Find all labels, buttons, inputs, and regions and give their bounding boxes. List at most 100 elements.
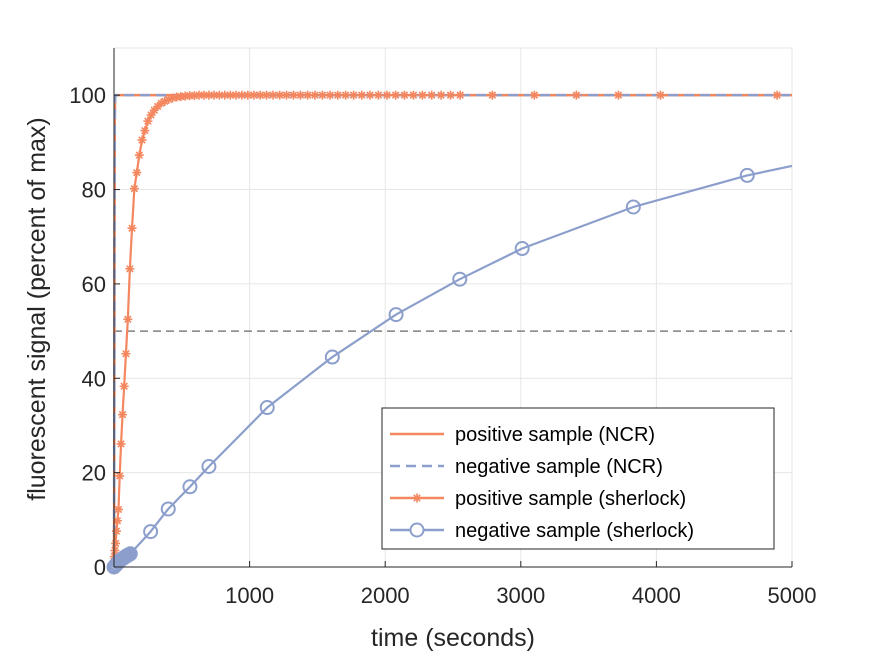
asterisk-marker xyxy=(373,90,383,100)
asterisk-marker xyxy=(113,504,123,514)
asterisk-marker xyxy=(129,184,139,194)
circle-marker xyxy=(160,501,176,517)
asterisk-stroke xyxy=(128,224,136,232)
asterisk-stroke xyxy=(221,91,229,99)
asterisk-stroke xyxy=(773,91,781,99)
asterisk-marker xyxy=(365,90,375,100)
asterisk-marker xyxy=(255,90,265,100)
asterisk-stroke xyxy=(133,168,141,177)
asterisk-stroke xyxy=(391,91,400,99)
asterisk-marker xyxy=(118,410,128,420)
asterisk-stroke xyxy=(215,91,224,99)
asterisk-marker xyxy=(613,90,623,100)
asterisk-stroke xyxy=(366,91,374,99)
asterisk-marker xyxy=(110,545,120,555)
asterisk-marker xyxy=(436,90,446,100)
asterisk-stroke xyxy=(282,91,291,99)
asterisk-stroke xyxy=(318,91,327,99)
y-axis-title: fluorescent signal (percent of max) xyxy=(23,117,51,501)
asterisk-stroke xyxy=(256,91,264,99)
y-tick-label: 40 xyxy=(82,366,106,391)
asterisk-stroke xyxy=(124,315,132,324)
legend-entry-label: positive sample (sherlock) xyxy=(455,488,686,510)
asterisk-stroke xyxy=(111,546,119,555)
circle-marker xyxy=(514,241,530,257)
asterisk-stroke xyxy=(418,91,427,99)
y-tick-label: 80 xyxy=(82,178,106,203)
asterisk-stroke xyxy=(349,91,358,99)
asterisk-stroke xyxy=(117,440,125,448)
asterisk-stroke xyxy=(326,91,334,99)
asterisk-stroke xyxy=(333,91,342,99)
asterisk-marker xyxy=(116,439,126,449)
asterisk-stroke xyxy=(374,91,383,99)
asterisk-stroke xyxy=(250,91,258,99)
x-tick-label: 3000 xyxy=(496,583,545,608)
circle-marker xyxy=(182,479,198,495)
axes xyxy=(113,48,793,568)
asterisk-stroke xyxy=(341,91,350,99)
circle-marker xyxy=(452,271,468,287)
asterisk-marker xyxy=(412,493,422,503)
asterisk-stroke xyxy=(456,91,464,99)
asterisk-marker xyxy=(455,90,465,100)
x-axis-title: time (seconds) xyxy=(371,624,535,652)
asterisk-stroke xyxy=(427,91,436,99)
asterisk-marker xyxy=(446,90,456,100)
asterisk-marker xyxy=(391,90,401,100)
y-tick-label: 60 xyxy=(82,272,106,297)
asterisk-marker xyxy=(146,110,156,120)
x-tick-label: 5000 xyxy=(768,583,817,608)
legend-box xyxy=(381,407,775,550)
asterisk-stroke xyxy=(400,91,409,99)
asterisk-stroke xyxy=(232,91,240,99)
asterisk-stroke xyxy=(446,91,455,99)
asterisk-marker xyxy=(125,264,135,274)
asterisk-marker xyxy=(121,349,131,359)
tick-labels: 1000 2000 3000 4000 5000 0 20 40 60 80 100 xyxy=(69,83,816,608)
asterisk-stroke xyxy=(269,91,277,99)
asterisk-stroke xyxy=(120,382,128,391)
asterisk-stroke xyxy=(357,91,366,99)
asterisk-stroke xyxy=(114,505,123,514)
asterisk-stroke xyxy=(141,126,149,135)
circle-marker xyxy=(201,459,217,475)
asterisk-stroke xyxy=(488,91,497,99)
asterisk-stroke xyxy=(147,111,155,119)
asterisk-stroke xyxy=(226,91,235,99)
asterisk-marker xyxy=(127,223,137,233)
legend-entry-label: positive sample (NCR) xyxy=(455,424,655,446)
asterisk-stroke xyxy=(262,91,271,99)
asterisk-marker xyxy=(333,90,343,100)
asterisk-marker xyxy=(119,381,129,391)
asterisk-stroke xyxy=(115,472,124,480)
asterisk-marker xyxy=(529,90,539,100)
asterisk-marker xyxy=(115,471,125,481)
asterisk-stroke xyxy=(238,91,246,99)
legend-entry-label: negative sample (sherlock) xyxy=(455,520,694,542)
asterisk-marker xyxy=(399,90,409,100)
asterisk-stroke xyxy=(244,91,252,99)
x-tick-label: 4000 xyxy=(632,583,681,608)
asterisk-stroke xyxy=(614,91,623,99)
asterisk-stroke xyxy=(289,91,298,99)
x-tick-label: 1000 xyxy=(225,583,274,608)
asterisk-marker xyxy=(382,90,392,100)
circle-marker xyxy=(625,199,641,215)
asterisk-stroke xyxy=(437,91,445,99)
asterisk-marker xyxy=(111,538,121,548)
circle-marker xyxy=(324,349,340,365)
asterisk-stroke xyxy=(275,91,284,99)
asterisk-marker xyxy=(140,126,150,136)
asterisk-stroke xyxy=(113,517,122,525)
asterisk-marker xyxy=(325,90,335,100)
asterisk-marker xyxy=(237,90,247,100)
asterisk-stroke xyxy=(311,91,319,99)
asterisk-stroke xyxy=(530,91,539,99)
asterisk-stroke xyxy=(303,91,312,99)
asterisk-stroke xyxy=(135,151,144,159)
legend: positive sample (NCR) negative sample (NC… xyxy=(381,407,775,550)
asterisk-marker xyxy=(243,90,253,100)
asterisk-marker xyxy=(655,90,665,100)
